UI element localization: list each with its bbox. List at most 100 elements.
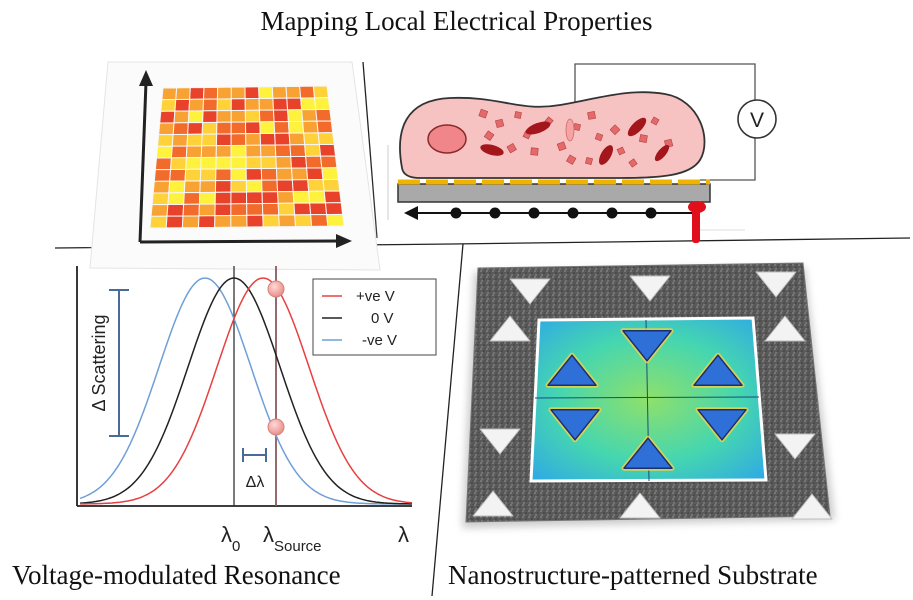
heatmap-cell (216, 98, 232, 112)
heatmap-cell (277, 202, 296, 216)
heatmap-cell (261, 191, 279, 205)
svg-text:0 V: 0 V (371, 310, 394, 327)
field-hotspot-triangle (693, 354, 743, 386)
cell-body (399, 91, 706, 179)
heatmap-cell (318, 143, 337, 157)
heatmap-cell (230, 156, 247, 170)
heatmap-cell (259, 132, 276, 146)
field-hotspot-triangle (697, 409, 747, 441)
sem-triangle (619, 492, 661, 519)
heatmap-cell (230, 98, 246, 112)
heatmap-cell (246, 214, 264, 228)
scan-arrow (404, 206, 700, 220)
heatmap-cell (326, 213, 345, 227)
heatmap-cell (201, 133, 218, 147)
heatmap-cell (214, 191, 232, 205)
heatmap-cell (244, 109, 261, 123)
sem-triangle-array (472, 271, 833, 520)
heatmap-cell (246, 202, 264, 216)
heatmap-cell (187, 121, 204, 135)
heatmap-cell (272, 109, 289, 123)
heatmap-cell (215, 144, 232, 158)
heatmap-cell (149, 215, 168, 229)
heatmap-cell (276, 179, 294, 193)
heatmap-cell (315, 108, 332, 122)
curve-zero-voltage (79, 277, 412, 505)
heatmap-cell (302, 120, 319, 134)
heatmap-cell (245, 144, 262, 158)
heatmap-cell (306, 167, 324, 181)
heatmap-cell (260, 167, 278, 181)
sem-triangle (489, 315, 531, 342)
heatmap-cell (201, 121, 218, 135)
svg-text:-ve V: -ve V (362, 332, 397, 349)
substrate-slab (397, 179, 711, 203)
heatmap-cell (230, 214, 248, 228)
resonance-plot: Δ Scattering Δλ +ve V 0 V -ve V λ0 (76, 266, 437, 555)
heatmap-cell (230, 191, 248, 205)
figure-title: Mapping Local Electrical Properties (260, 6, 653, 36)
heatmap-panel (89, 61, 381, 271)
heatmap-cell (259, 121, 276, 135)
heatmap-cell (185, 145, 203, 159)
heatmap-cell (216, 109, 232, 123)
heatmap-cell (305, 155, 323, 169)
heatmap-cell (278, 214, 297, 228)
heatmap-cell (301, 108, 318, 122)
heatmap-cell (245, 156, 262, 170)
cell-mitochondria (480, 117, 670, 165)
heatmap-cell (277, 190, 295, 204)
delta-lambda-bracket (242, 448, 267, 462)
cell-vesicle (565, 118, 575, 142)
heatmap-cell (170, 145, 188, 159)
heatmap-cell (183, 191, 201, 205)
heatmap-cell (292, 190, 311, 204)
voltmeter-label: V (750, 109, 764, 132)
heatmap-x-axis (139, 234, 352, 248)
heatmap-cell (202, 98, 218, 112)
heatmap-cell (199, 180, 217, 194)
heatmap-cell (185, 156, 202, 170)
heatmap-cell (199, 168, 217, 182)
heatmap-grid (149, 85, 345, 229)
heatmap-cell (322, 178, 341, 192)
heatmap-cell (288, 132, 306, 146)
heatmap-cell (214, 179, 232, 193)
heatmap-cell (173, 110, 190, 124)
sem-triangle (629, 275, 671, 302)
heatmap-cell (153, 168, 172, 182)
field-hotspot-triangle (623, 437, 673, 469)
heatmap-cell (245, 167, 263, 181)
sem-triangle (764, 315, 806, 342)
heatmap-cell (230, 86, 246, 100)
heatmap-cell (189, 86, 205, 100)
heatmap-cell (324, 202, 344, 216)
heatmap-cell (197, 215, 216, 229)
heatmap-cell (215, 133, 232, 147)
heatmap-cell (168, 180, 186, 194)
heatmap-cell (275, 167, 293, 181)
heatmap-cell (287, 120, 305, 134)
heatmap-cell (271, 85, 288, 99)
heatmap-cell (165, 215, 184, 229)
heatmap-cell (274, 144, 292, 158)
heatmap-cell (230, 121, 247, 135)
cell-organelles (478, 108, 674, 168)
heatmap-cell (316, 120, 334, 134)
delta-lambda-label: Δλ (246, 474, 265, 491)
heatmap-cell (272, 97, 289, 111)
heatmap-cell (198, 191, 216, 205)
heatmap-cell (200, 145, 217, 159)
heatmap-cell (261, 202, 280, 216)
intersection-marker-top (267, 280, 285, 298)
delta-scattering-label: Δ Scattering (89, 314, 109, 411)
heatmap-cell (312, 85, 329, 99)
heatmap-cell (300, 97, 317, 111)
heatmap-cell (154, 157, 172, 171)
heatmap-cell (155, 145, 173, 159)
heatmap-cell (320, 155, 338, 169)
heatmap-cell (166, 203, 185, 217)
field-hotspot-triangle (547, 354, 597, 386)
heatmap-cell (161, 87, 178, 101)
